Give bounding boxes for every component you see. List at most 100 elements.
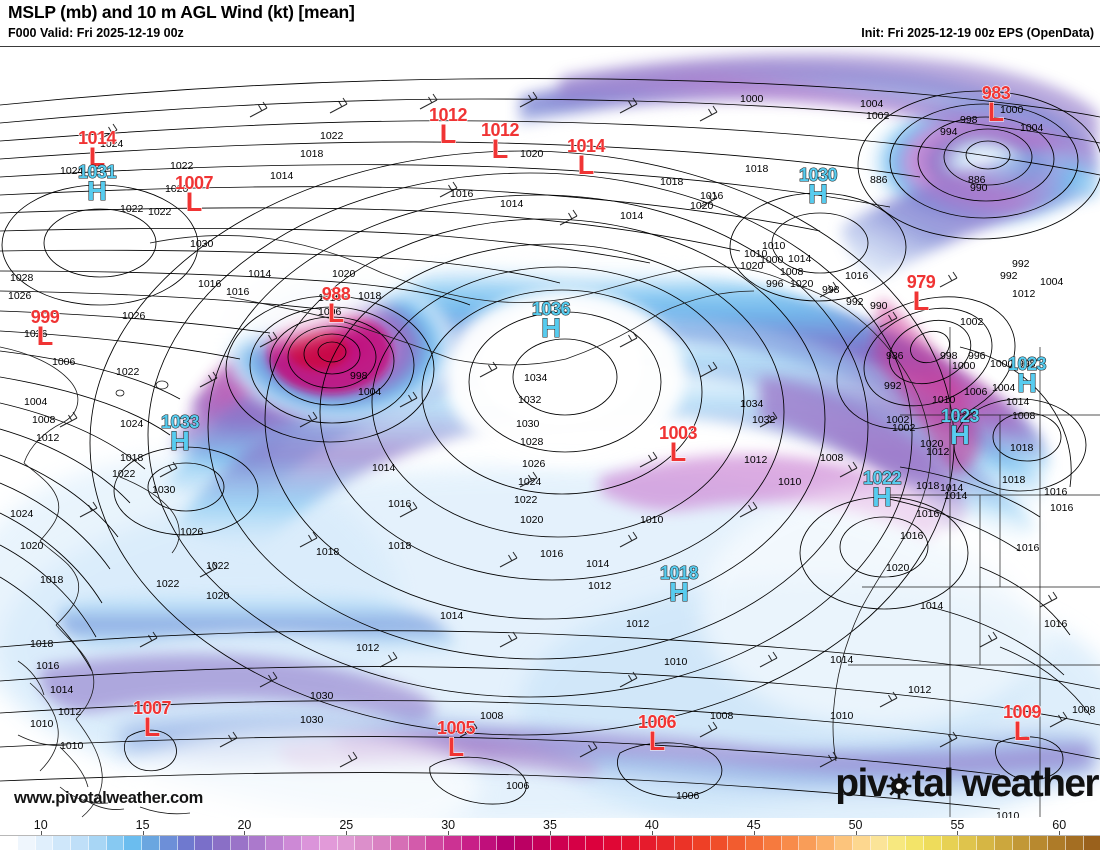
svg-text:1012: 1012 xyxy=(744,454,768,466)
svg-text:1008: 1008 xyxy=(1072,704,1096,716)
colorbar-tickmark xyxy=(550,831,551,835)
colorbar-tick-15: 15 xyxy=(135,818,150,832)
pressure-center-h-1036: 1036 H xyxy=(531,299,571,342)
svg-text:1018: 1018 xyxy=(745,163,769,175)
pressure-center-l-1007: 1007 L xyxy=(132,698,172,741)
svg-text:1016: 1016 xyxy=(36,660,60,672)
colorbar-tick-45: 45 xyxy=(746,818,761,832)
svg-text:1022: 1022 xyxy=(320,130,344,142)
svg-text:1014: 1014 xyxy=(270,170,294,182)
pressure-value: 1007 xyxy=(132,698,172,718)
svg-text:1010: 1010 xyxy=(744,248,768,260)
svg-text:992: 992 xyxy=(846,296,864,308)
colorbar-swatch xyxy=(213,836,231,850)
pressure-symbol: L xyxy=(491,134,509,164)
valid-time-label: F000 Valid: Fri 2025-12-19 00z xyxy=(8,26,184,40)
svg-text:1020: 1020 xyxy=(740,260,764,272)
colorbar-swatch xyxy=(1030,836,1049,850)
svg-text:1012: 1012 xyxy=(626,618,650,630)
svg-text:1032: 1032 xyxy=(518,394,542,406)
colorbar-tickmark xyxy=(1059,831,1061,835)
svg-text:1016: 1016 xyxy=(388,498,412,510)
colorbar-swatch xyxy=(604,836,622,850)
svg-text:1004: 1004 xyxy=(992,382,1016,394)
colorbar-swatch xyxy=(1012,836,1031,850)
svg-text:992: 992 xyxy=(884,380,902,392)
svg-text:1020: 1020 xyxy=(332,268,356,280)
colorbar-swatch xyxy=(373,836,391,850)
svg-text:998: 998 xyxy=(940,350,958,362)
pressure-symbol: H xyxy=(872,482,893,512)
colorbar-swatch xyxy=(728,836,747,850)
pressure-center-l-1003: 1003 L xyxy=(658,423,698,466)
svg-text:1024: 1024 xyxy=(10,508,34,520)
colorbar-swatch xyxy=(461,836,480,850)
colorbar-swatch xyxy=(497,836,516,850)
svg-text:1014: 1014 xyxy=(920,600,944,612)
pressure-symbol: H xyxy=(87,176,108,206)
colorbar-swatches[interactable] xyxy=(0,835,1100,850)
colorbar-swatch xyxy=(852,836,871,850)
svg-text:1018: 1018 xyxy=(120,452,144,464)
svg-text:1018: 1018 xyxy=(660,176,684,188)
svg-text:1014: 1014 xyxy=(944,490,968,502)
svg-text:1008: 1008 xyxy=(780,266,804,278)
svg-text:1008: 1008 xyxy=(32,414,56,426)
svg-text:1022: 1022 xyxy=(120,203,144,215)
brand-watermark: piv xyxy=(835,762,1099,806)
colorbar-swatch xyxy=(248,836,267,850)
svg-text:1006: 1006 xyxy=(52,356,76,368)
svg-text:1022: 1022 xyxy=(206,560,230,572)
pressure-center-l-979: 979 L xyxy=(906,272,936,315)
pressure-center-h-1031: 1031 H xyxy=(77,162,117,206)
pressure-symbol: L xyxy=(88,142,106,172)
svg-text:1020: 1020 xyxy=(520,148,544,160)
colorbar-legend[interactable]: 10 15 20 25 30 35 40 45 50 55 60 xyxy=(0,818,1100,850)
svg-text:1002: 1002 xyxy=(892,422,916,434)
svg-text:1016: 1016 xyxy=(916,508,940,520)
svg-text:1000: 1000 xyxy=(1000,104,1024,116)
colorbar-tick-20: 20 xyxy=(237,818,252,832)
svg-text:1010: 1010 xyxy=(60,740,84,752)
pressure-value: 1014 xyxy=(566,136,606,156)
colorbar-swatch xyxy=(657,836,676,850)
svg-text:1008: 1008 xyxy=(480,710,504,722)
pressure-symbol: L xyxy=(36,321,54,351)
svg-text:1000: 1000 xyxy=(952,360,976,372)
pressure-center-h-1023: 1023 H xyxy=(940,406,980,450)
svg-text:1012: 1012 xyxy=(58,706,82,718)
svg-text:1002: 1002 xyxy=(886,414,910,426)
svg-text:1018: 1018 xyxy=(30,638,54,650)
pressure-value: 999 xyxy=(30,307,60,327)
svg-text:1008: 1008 xyxy=(710,710,734,722)
pressure-symbol: H xyxy=(170,426,191,456)
svg-text:1006: 1006 xyxy=(318,306,342,318)
map-viewport[interactable]: 1024 1024 1020 1022 1022 1022 1030 1014 1018… xyxy=(0,46,1100,818)
colorbar-swatch xyxy=(88,836,107,850)
colorbar-swatch xyxy=(355,836,374,850)
svg-text:1016: 1016 xyxy=(1016,542,1040,554)
svg-text:1022: 1022 xyxy=(156,578,180,590)
site-url-watermark: www.pivotalweather.com xyxy=(14,789,204,807)
svg-text:1014: 1014 xyxy=(372,462,396,474)
colorbar-tick-10: 10 xyxy=(33,818,48,832)
colorbar-tick-labels: 10 15 20 25 30 35 40 45 50 55 60 xyxy=(0,818,1100,835)
pressure-value: 1014 xyxy=(77,128,117,148)
pressure-symbol: H xyxy=(950,420,971,450)
svg-text:1024: 1024 xyxy=(100,138,124,150)
colorbar-swatch xyxy=(994,836,1013,850)
pressure-symbol: H xyxy=(1017,368,1038,398)
svg-text:1010: 1010 xyxy=(996,810,1020,818)
colorbar-swatch xyxy=(444,836,462,850)
colorbar-swatch xyxy=(1048,836,1066,850)
svg-text:1034: 1034 xyxy=(524,372,548,384)
svg-text:1008: 1008 xyxy=(820,452,844,464)
pressure-value: 1006 xyxy=(637,712,677,732)
svg-text:1018: 1018 xyxy=(40,574,64,586)
svg-text:1014: 1014 xyxy=(1006,396,1030,408)
svg-text:1014: 1014 xyxy=(830,654,854,666)
pressure-center-l-1007: 1007 L xyxy=(174,173,214,216)
colorbar-tickmark xyxy=(651,831,653,835)
svg-text:1020: 1020 xyxy=(790,278,814,290)
